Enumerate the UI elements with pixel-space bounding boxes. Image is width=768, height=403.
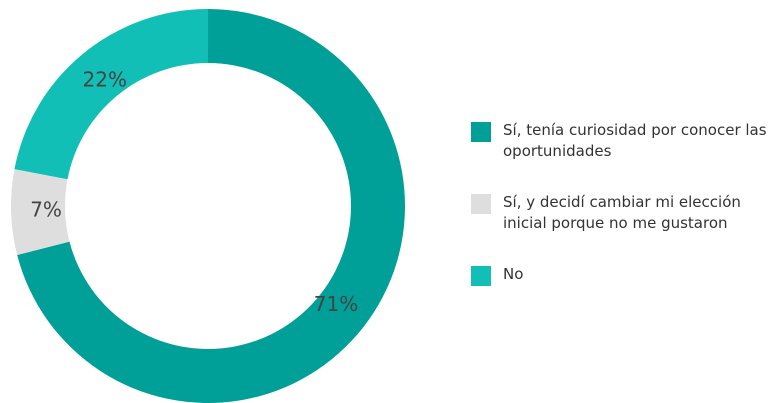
donut-slice — [10, 169, 70, 255]
legend: Sí, tenía curiosidad por conocer las opo… — [471, 120, 768, 315]
slice-label: 71% — [314, 292, 358, 316]
slice-label: 7% — [30, 198, 62, 222]
legend-label: Sí, y decidí cambiar mi elección inicial… — [503, 193, 741, 232]
legend-item: Sí, tenía curiosidad por conocer las opo… — [471, 120, 768, 162]
donut: 71% 7% 22% — [10, 9, 406, 403]
donut-slice — [14, 9, 209, 180]
legend-item: No — [471, 264, 768, 286]
legend-swatch — [471, 266, 491, 286]
legend-label: No — [503, 265, 524, 283]
slice-label: 22% — [83, 68, 127, 92]
legend-item: Sí, y decidí cambiar mi elección inicial… — [471, 192, 768, 234]
legend-label: Sí, tenía curiosidad por conocer las opo… — [503, 121, 767, 160]
legend-swatch — [471, 122, 491, 142]
legend-swatch — [471, 194, 491, 214]
